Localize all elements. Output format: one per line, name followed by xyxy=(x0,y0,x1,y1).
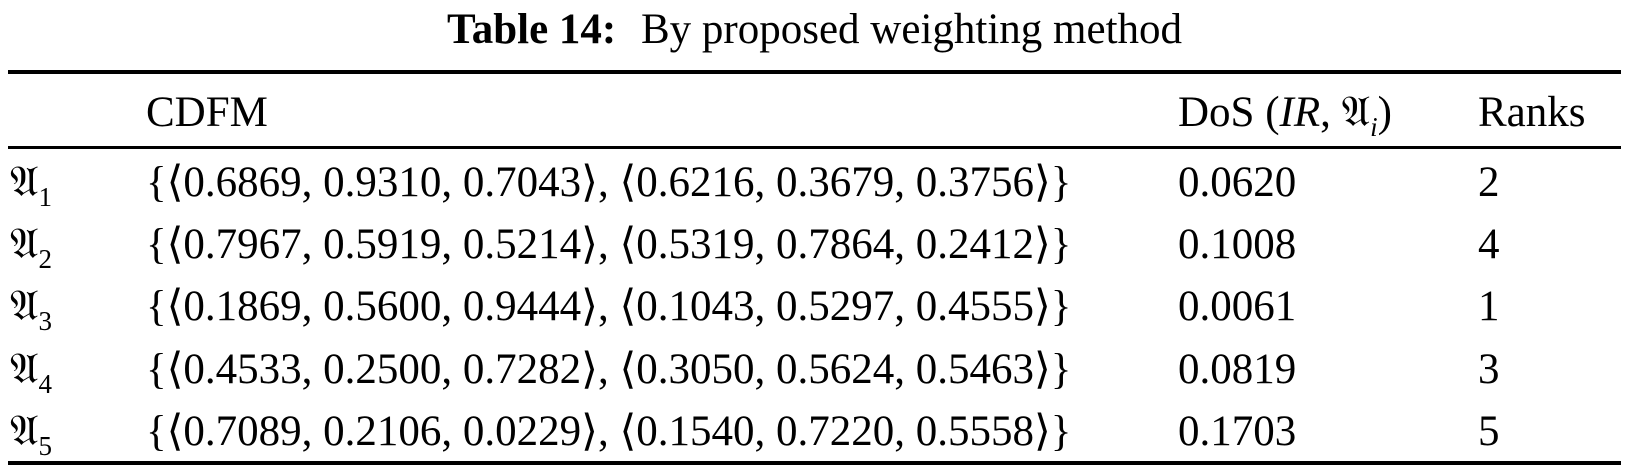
fraktur-a-symbol: 𝔄 xyxy=(10,219,39,270)
row-label-subscript: 1 xyxy=(38,181,53,212)
table-row: 𝔄3 {⟨0.1869, 0.5600, 0.9444⟩, ⟨0.1043, 0… xyxy=(8,274,1621,336)
dos-value: 0.1008 xyxy=(1178,221,1297,269)
rank-value: 3 xyxy=(1478,345,1500,393)
rank-value: 2 xyxy=(1478,158,1500,206)
row-label-subscript: 5 xyxy=(38,431,53,462)
fraktur-a-symbol: 𝔄 xyxy=(10,156,39,207)
dos-value: 0.0620 xyxy=(1178,158,1297,206)
data-table: CDFM DoS (IR, 𝔄i) Ranks 𝔄1 {⟨0.6869, 0.9… xyxy=(8,70,1621,465)
header-dos-ir: IR xyxy=(1279,88,1321,136)
cdfm-value: {⟨0.7967, 0.5919, 0.5214⟩, ⟨0.5319, 0.78… xyxy=(146,221,1072,269)
table-caption-text: By proposed weighting method xyxy=(640,6,1183,53)
table-caption: Table 14: By proposed weighting method xyxy=(0,2,1629,58)
fraktur-a-symbol: 𝔄 xyxy=(1341,86,1371,137)
table-row: 𝔄2 {⟨0.7967, 0.5919, 0.5214⟩, ⟨0.5319, 0… xyxy=(8,211,1621,273)
row-label: 𝔄1 xyxy=(8,156,146,210)
cdfm-value: {⟨0.1869, 0.5600, 0.9444⟩, ⟨0.1043, 0.52… xyxy=(146,283,1072,331)
rank-value: 4 xyxy=(1478,221,1500,269)
table-header-row: CDFM DoS (IR, 𝔄i) Ranks xyxy=(8,74,1621,149)
header-dos: DoS (IR, 𝔄i) xyxy=(1178,86,1478,140)
row-label: 𝔄2 xyxy=(8,219,146,273)
table-row: 𝔄4 {⟨0.4533, 0.2500, 0.7282⟩, ⟨0.3050, 0… xyxy=(8,336,1621,398)
row-label: 𝔄4 xyxy=(8,343,146,397)
table-caption-label: Table 14: xyxy=(446,6,617,53)
row-label: 𝔄5 xyxy=(8,406,146,460)
rank-value: 1 xyxy=(1478,283,1500,331)
fraktur-a-symbol: 𝔄 xyxy=(10,343,39,394)
dos-value: 0.1703 xyxy=(1178,408,1297,456)
cdfm-value: {⟨0.7089, 0.2106, 0.0229⟩, ⟨0.1540, 0.72… xyxy=(146,408,1072,456)
table-body: 𝔄1 {⟨0.6869, 0.9310, 0.7043⟩, ⟨0.6216, 0… xyxy=(8,149,1621,465)
header-dos-prefix: DoS ( xyxy=(1178,88,1280,136)
header-dos-subscript: i xyxy=(1370,111,1378,142)
header-ranks: Ranks xyxy=(1478,88,1586,136)
header-dos-sep: , xyxy=(1320,88,1342,136)
table-row: 𝔄5 {⟨0.7089, 0.2106, 0.0229⟩, ⟨0.1540, 0… xyxy=(8,399,1621,461)
header-rowlabel-empty xyxy=(8,108,146,112)
header-dos-suffix: ) xyxy=(1377,88,1392,136)
header-cdfm: CDFM xyxy=(146,88,268,136)
dos-value: 0.0061 xyxy=(1178,283,1297,331)
fraktur-a-symbol: 𝔄 xyxy=(10,406,39,457)
cdfm-value: {⟨0.6869, 0.9310, 0.7043⟩, ⟨0.6216, 0.36… xyxy=(146,158,1072,206)
row-label: 𝔄3 xyxy=(8,281,146,335)
row-label-subscript: 3 xyxy=(38,306,53,337)
table-row: 𝔄1 {⟨0.6869, 0.9310, 0.7043⟩, ⟨0.6216, 0… xyxy=(8,149,1621,211)
dos-value: 0.0819 xyxy=(1178,345,1297,393)
rank-value: 5 xyxy=(1478,408,1500,456)
row-label-subscript: 2 xyxy=(38,244,53,275)
cdfm-value: {⟨0.4533, 0.2500, 0.7282⟩, ⟨0.3050, 0.56… xyxy=(146,345,1072,393)
fraktur-a-symbol: 𝔄 xyxy=(10,281,39,332)
row-label-subscript: 4 xyxy=(38,368,53,399)
